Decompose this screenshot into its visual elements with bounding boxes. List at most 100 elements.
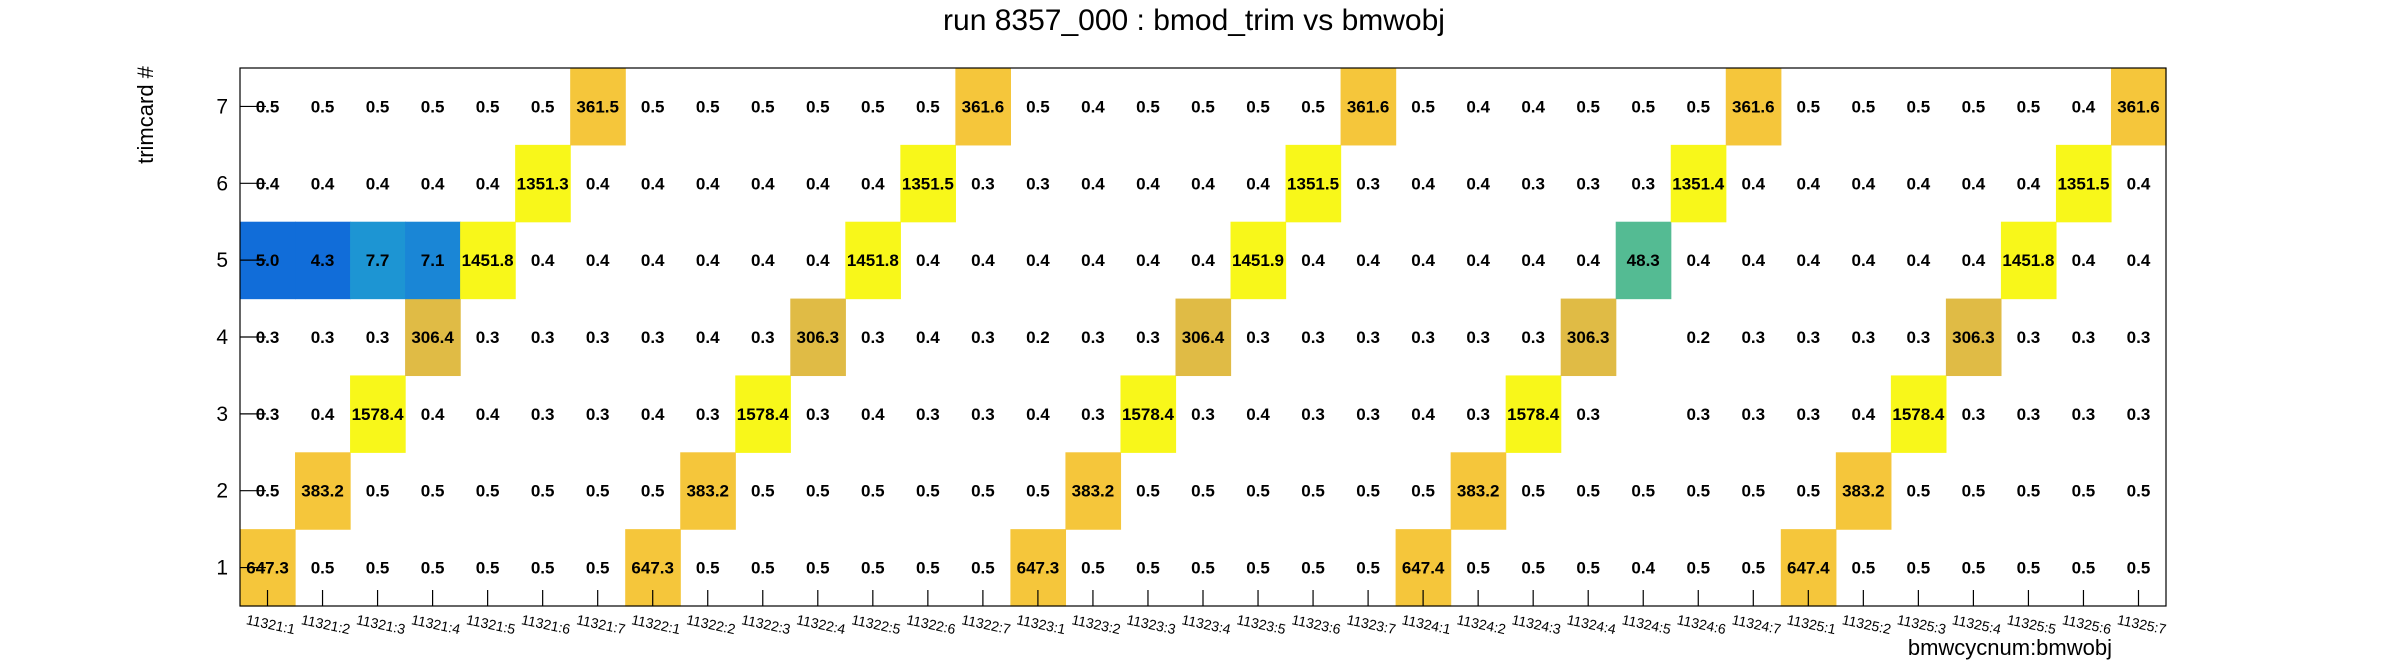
- cell-value-label: 0.3: [696, 405, 720, 424]
- heatmap-cell: [350, 221, 406, 300]
- x-tick-label: 11322:2: [685, 611, 737, 637]
- x-tick-label: 11322:7: [960, 611, 1012, 637]
- cell-value-label: 0.3: [256, 405, 280, 424]
- cell-value-label: 0.4: [476, 405, 500, 424]
- x-tick-label: 11325:5: [2006, 611, 2058, 637]
- cell-value-label: 0.3: [586, 405, 610, 424]
- cell-value-label: 0.5: [1796, 482, 1820, 501]
- cell-value-label: 0.3: [1796, 328, 1820, 347]
- cell-value-label: 0.4: [1466, 97, 1490, 116]
- cell-value-label: 0.5: [1191, 482, 1215, 501]
- cell-value-label: 0.5: [1356, 559, 1380, 578]
- cell-value-label: 0.5: [1466, 559, 1490, 578]
- cell-value-label: 0.5: [751, 482, 775, 501]
- cell-value-label: 0.5: [2127, 559, 2151, 578]
- heatmap-cell: [405, 298, 461, 377]
- cell-value-label: 0.4: [1852, 174, 1876, 193]
- cell-value-label: 0.5: [1576, 559, 1600, 578]
- cell-value-label: 0.3: [1631, 174, 1655, 193]
- heatmap-cell: [955, 68, 1011, 146]
- cell-value-label: 0.5: [531, 97, 555, 116]
- cell-value-label: 306.4: [411, 328, 454, 347]
- cell-value-label: 361.6: [2117, 97, 2160, 116]
- x-tick-label: 11321:4: [410, 611, 462, 637]
- cell-value-label: 0.3: [1796, 405, 1820, 424]
- cell-value-label: 383.2: [301, 482, 344, 501]
- cell-value-label: 0.4: [1026, 251, 1050, 270]
- x-tick-label: 11321:7: [575, 611, 627, 637]
- cell-value-label: 0.5: [1246, 97, 1270, 116]
- heatmap-cell: [845, 221, 901, 300]
- cell-value-label: 0.5: [1136, 559, 1160, 578]
- cell-value-label: 0.4: [1026, 405, 1050, 424]
- heatmap-cell: [735, 375, 791, 453]
- heatmap-cell: [295, 221, 351, 300]
- cell-value-label: 0.3: [2017, 405, 2041, 424]
- cell-value-label: 0.5: [641, 97, 665, 116]
- heatmap-cell: [1450, 452, 1507, 530]
- cell-value-label: 0.5: [916, 97, 940, 116]
- cell-value-label: 0.5: [1796, 97, 1820, 116]
- cell-value-label: 0.4: [476, 174, 500, 193]
- cell-value-label: 0.4: [531, 251, 555, 270]
- y-tick-label: 4: [216, 326, 228, 349]
- cell-value-label: 0.5: [806, 559, 830, 578]
- cell-value-label: 0.4: [2127, 174, 2151, 193]
- cell-value-label: 1451.8: [462, 251, 514, 270]
- cell-value-label: 0.5: [421, 559, 445, 578]
- cell-value-label: 0.5: [1136, 482, 1160, 501]
- cell-value-label: 0.4: [421, 405, 445, 424]
- cell-value-label: 0.5: [476, 559, 500, 578]
- cell-value-label: 0.4: [1907, 174, 1931, 193]
- cell-value-label: 0.4: [1081, 251, 1105, 270]
- cell-value-label: 0.5: [1741, 559, 1765, 578]
- x-tick-label: 11321:5: [465, 611, 517, 637]
- cell-value-label: 0.3: [1411, 328, 1435, 347]
- cell-value-label: 0.4: [1136, 251, 1160, 270]
- cell-value-label: 0.5: [1631, 482, 1655, 501]
- cell-value-label: 0.4: [2072, 97, 2096, 116]
- cell-value-label: 0.5: [1741, 482, 1765, 501]
- heatmap-cell: [1505, 375, 1562, 453]
- x-tick-label: 11323:7: [1345, 611, 1397, 637]
- cell-value-label: 0.4: [1191, 174, 1215, 193]
- heatmap-cell: [2055, 144, 2112, 223]
- cell-value-label: 0.4: [1907, 251, 1931, 270]
- heatmap-cell: [2110, 68, 2167, 146]
- cell-value-label: 0.5: [586, 482, 610, 501]
- cell-value-label: 0.4: [1246, 174, 1270, 193]
- cell-value-label: 383.2: [686, 482, 729, 501]
- cell-value-label: 1578.4: [1122, 405, 1175, 424]
- cell-value-label: 0.5: [971, 559, 995, 578]
- cell-value-label: 0.5: [2017, 482, 2041, 501]
- heatmap-cell: [1285, 144, 1342, 223]
- cell-value-label: 0.5: [2127, 482, 2151, 501]
- cell-value-label: 0.3: [806, 405, 830, 424]
- cell-value-label: 0.4: [1962, 251, 1986, 270]
- cell-value-label: 0.5: [696, 559, 720, 578]
- cell-value-label: 0.5: [311, 559, 335, 578]
- x-tick-label: 11325:6: [2061, 611, 2113, 637]
- cell-value-label: 0.2: [1026, 328, 1050, 347]
- cell-value-label: 306.4: [1182, 328, 1225, 347]
- cell-value-label: 0.5: [1962, 559, 1986, 578]
- cell-value-label: 0.3: [1081, 328, 1105, 347]
- cell-value-label: 0.5: [2072, 559, 2096, 578]
- cell-value-label: 0.4: [2017, 174, 2041, 193]
- x-tick-label: 11325:1: [1786, 611, 1838, 637]
- cell-value-label: 0.5: [2017, 97, 2041, 116]
- cell-value-label: 0.5: [1521, 482, 1545, 501]
- cell-value-label: 0.4: [641, 174, 665, 193]
- y-tick-label: 5: [216, 249, 228, 272]
- cell-value-label: 0.5: [1576, 97, 1600, 116]
- x-tick-label: 11323:6: [1290, 611, 1342, 637]
- cell-value-label: 0.4: [256, 174, 280, 193]
- cell-value-label: 647.4: [1787, 559, 1830, 578]
- heatmap-cell: [1340, 68, 1397, 146]
- cell-value-label: 0.3: [916, 405, 940, 424]
- cell-value-label: 1578.4: [1892, 405, 1945, 424]
- cell-value-label: 1578.4: [737, 405, 790, 424]
- cell-value-label: 48.3: [1627, 251, 1660, 270]
- cell-value-label: 0.4: [1521, 251, 1545, 270]
